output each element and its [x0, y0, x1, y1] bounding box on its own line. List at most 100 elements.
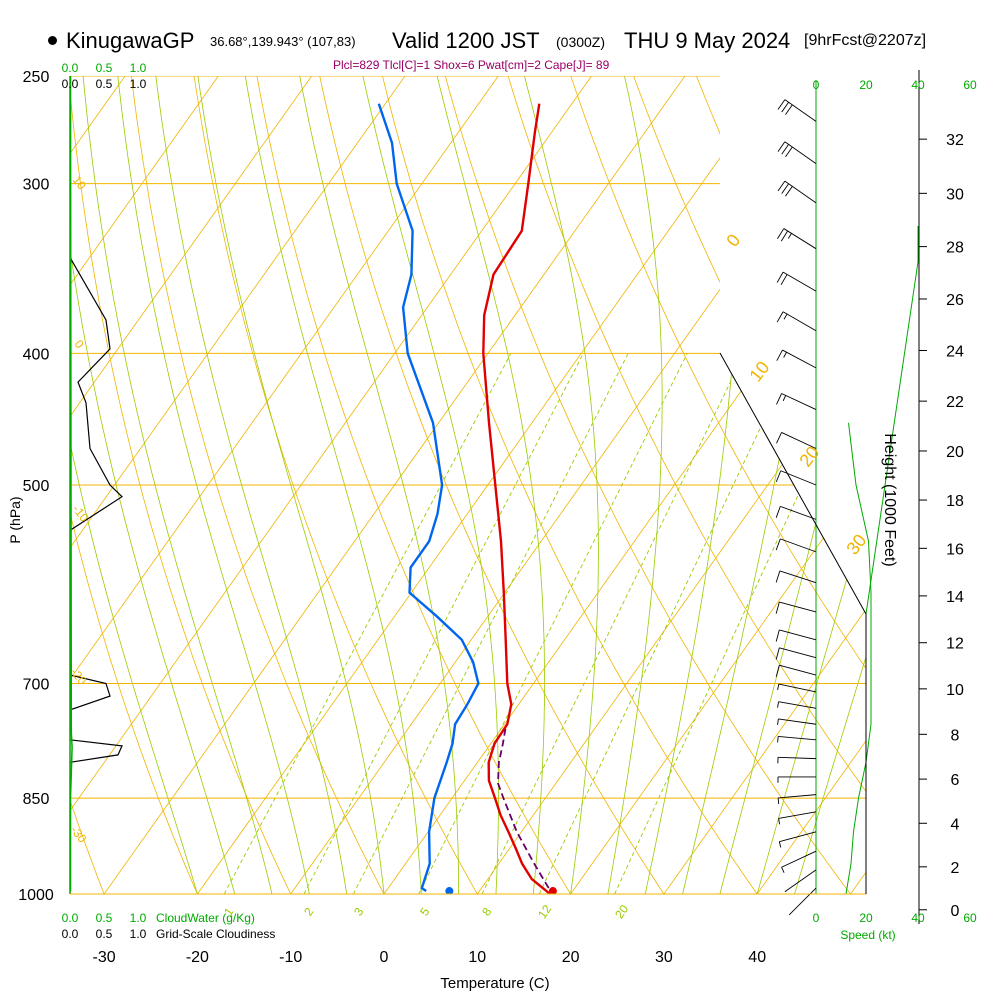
wind-speed-upper: [865, 226, 919, 615]
wind-barb: [777, 756, 817, 764]
wind-barb: [775, 647, 817, 660]
pressure-tick-label: 1000: [18, 887, 54, 904]
temperature-tick-label: 20: [562, 949, 580, 966]
valid-time: Valid 1200 JST: [392, 28, 540, 53]
x-axis-label: Temperature (C): [440, 975, 549, 992]
temperature-tick-label: -30: [93, 949, 116, 966]
moist-adiabat-line: [155, 76, 348, 894]
station-coords: 36.68°,139.943° (107,83): [210, 34, 356, 49]
wind-barb: [777, 683, 817, 693]
wind-barb: [777, 228, 817, 250]
cloudiness-tick-top: 1.0: [130, 77, 147, 91]
wind-barb: [778, 811, 817, 825]
speed-tick-top: 0: [813, 78, 820, 92]
wind-barb: [777, 99, 817, 122]
isotherm-line: [70, 76, 219, 894]
speed-tick-top: 60: [963, 78, 977, 92]
height-tick-label: 8: [951, 727, 960, 744]
wind-barb: [775, 538, 817, 553]
temperature-tick-label: -20: [186, 949, 209, 966]
dry-adiabat-label: 10: [70, 173, 89, 192]
height-tick-label: 20: [946, 444, 964, 461]
pressure-tick-label: 500: [23, 478, 50, 495]
dry-adiabat-line: [193, 76, 478, 894]
moist-adiabat-line: [82, 76, 273, 894]
dry-adiabat-line: [130, 76, 385, 894]
valid-date: THU 9 May 2024: [624, 28, 791, 53]
isotherm-line: [663, 76, 866, 894]
plot-boundary: [719, 352, 867, 894]
cloudiness-tick-bottom: 0.5: [96, 927, 113, 941]
wind-barb: [777, 180, 817, 204]
speed-tick-top: 40: [911, 78, 925, 92]
wind-barb: [775, 629, 817, 642]
moist-adiabat-line: [794, 76, 866, 894]
temperature-surface-point: [548, 887, 557, 894]
temperature-tick-label: 10: [468, 949, 486, 966]
wind-barb: [776, 271, 817, 292]
height-tick-label: 22: [946, 394, 964, 411]
wind-barb: [776, 311, 817, 332]
isotherm-label: 0: [722, 230, 744, 250]
wind-barb: [776, 432, 817, 449]
wind-barb: [777, 718, 817, 725]
speed-axis-label: Speed (kt): [840, 928, 895, 942]
pressure-tick-label: 400: [23, 346, 50, 363]
dry-adiabat-line: [821, 76, 866, 894]
wind-barb: [777, 776, 816, 783]
dry-adiabat-line: [70, 76, 105, 894]
temperature-tick-label: -10: [279, 949, 302, 966]
cloudwater-tick-bottom: 1.0: [130, 911, 147, 925]
pressure-tick-label: 850: [23, 791, 50, 808]
cloudwater-tick-top: 1.0: [130, 61, 147, 75]
height-axis-label: Height (1000 Feet): [881, 433, 898, 566]
moist-adiabat-line: [299, 76, 459, 894]
dry-adiabat-line: [885, 76, 1000, 894]
height-tick-label: 10: [946, 682, 964, 699]
isotherm-label: 20: [795, 442, 823, 470]
cloudiness-profile: [70, 257, 123, 894]
mixing-ratio-label: 3: [351, 905, 366, 919]
wind-barb: [775, 601, 817, 614]
moist-adiabat-line: [362, 76, 499, 894]
wind-barb: [778, 831, 817, 848]
height-tick-label: 2: [951, 860, 960, 877]
mixing-ratio-label: 2: [301, 905, 316, 919]
dry-adiabat-line: [70, 76, 292, 894]
pressure-tick-label: 700: [23, 677, 50, 694]
moist-adiabat-line: [70, 76, 198, 894]
height-tick-label: 28: [946, 240, 964, 257]
cloud-water-label: CloudWater (g/Kg): [156, 911, 255, 925]
cloudwater-tick-bottom: 0.0: [62, 911, 79, 925]
moist-adiabat-line: [197, 76, 385, 894]
moist-adiabat-line: [756, 76, 866, 894]
isotherm-line: [756, 76, 866, 894]
moist-adiabat-line: [436, 76, 545, 894]
wind-barb: [775, 664, 817, 677]
wind-barb: [788, 887, 817, 916]
wind-barb: [777, 794, 817, 804]
wind-barb: [775, 570, 817, 584]
dry-adiabat-line: [570, 76, 866, 894]
pressure-tick-label: 300: [23, 177, 50, 194]
parcel-path: [497, 728, 550, 889]
speed-tick-bottom: 0: [813, 911, 820, 925]
height-tick-label: 0: [951, 903, 960, 920]
dry-adiabat-line: [70, 76, 198, 894]
chart-header: KinugawaGP 36.68°,139.943° (107,83) Vali…: [0, 0, 1000, 72]
mixing-ratio-line: [614, 353, 864, 894]
cloudiness-tick-bottom: 0.0: [62, 927, 79, 941]
moist-adiabat-line: [70, 76, 236, 894]
mixing-ratio-line: [418, 353, 688, 894]
speed-tick-bottom: 60: [963, 911, 977, 925]
wind-barb: [781, 850, 817, 873]
wind-barb: [777, 736, 817, 743]
forecast-label: [9hrFcst@2207z]: [804, 32, 927, 49]
height-tick-label: 30: [946, 186, 964, 203]
moist-adiabat-line: [607, 76, 663, 894]
mixing-ratio-line: [352, 353, 629, 894]
isotherm-line: [70, 76, 313, 894]
cloudiness-tick-top: 0.5: [96, 77, 113, 91]
dry-adiabat-line: [507, 76, 866, 894]
